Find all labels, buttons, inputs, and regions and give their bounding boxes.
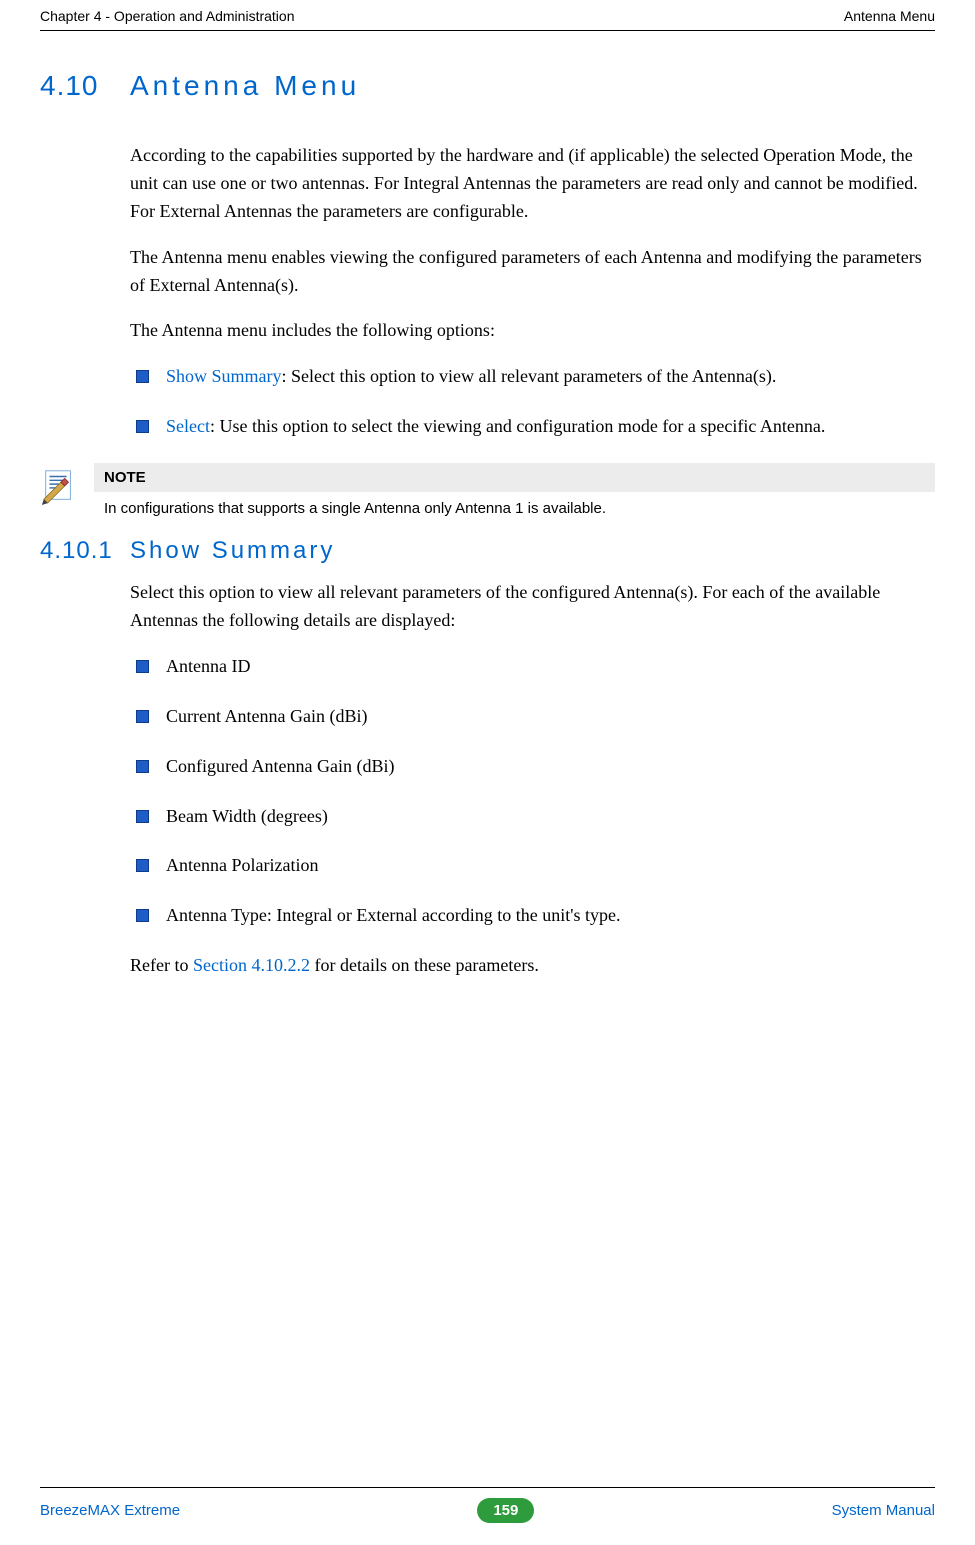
- list-item: Show Summary: Select this option to view…: [130, 363, 935, 391]
- refer-prefix: Refer to: [130, 955, 193, 975]
- footer-row: BreezeMAX Extreme 159 System Manual: [40, 1498, 935, 1523]
- footer-right: System Manual: [832, 1502, 935, 1519]
- refer-suffix: for details on these parameters.: [310, 955, 539, 975]
- section-title: Antenna Menu: [130, 70, 360, 102]
- option-rest: : Select this option to view all relevan…: [282, 366, 777, 386]
- list-item: Configured Antenna Gain (dBi): [130, 753, 935, 781]
- header-right: Antenna Menu: [844, 8, 935, 24]
- list-item: Antenna Type: Integral or External accor…: [130, 902, 935, 930]
- subsection-heading: 4.10.1 Show Summary: [40, 537, 935, 565]
- section-body: According to the capabilities supported …: [130, 142, 935, 441]
- footer-left: BreezeMAX Extreme: [40, 1502, 180, 1519]
- note-icon: [40, 467, 78, 505]
- paragraph: Refer to Section 4.10.2.2 for details on…: [130, 952, 935, 980]
- list-item: Select: Use this option to select the vi…: [130, 413, 935, 441]
- page-number-badge: 159: [477, 1498, 534, 1523]
- subsection-body: Select this option to view all relevant …: [130, 579, 935, 980]
- page-header: Chapter 4 - Operation and Administration…: [0, 8, 975, 24]
- details-list: Antenna ID Current Antenna Gain (dBi) Co…: [130, 653, 935, 930]
- section-number: 4.10: [40, 70, 130, 102]
- note-box: NOTE In configurations that supports a s…: [40, 463, 935, 523]
- list-item: Antenna ID: [130, 653, 935, 681]
- header-rule: [40, 30, 935, 31]
- options-list: Show Summary: Select this option to view…: [130, 363, 935, 441]
- footer-rule: [40, 1487, 935, 1488]
- subsection-number: 4.10.1: [40, 537, 130, 565]
- option-term: Show Summary: [166, 366, 282, 386]
- content: 4.10 Antenna Menu According to the capab…: [40, 70, 935, 998]
- list-item: Antenna Polarization: [130, 852, 935, 880]
- paragraph: The Antenna menu enables viewing the con…: [130, 244, 935, 300]
- subsection-title: Show Summary: [130, 537, 335, 565]
- page: Chapter 4 - Operation and Administration…: [0, 0, 975, 1545]
- section-link[interactable]: Section 4.10.2.2: [193, 955, 310, 975]
- option-term: Select: [166, 416, 210, 436]
- paragraph: According to the capabilities supported …: [130, 142, 935, 226]
- note-body: In configurations that supports a single…: [94, 492, 935, 523]
- section-heading: 4.10 Antenna Menu: [40, 70, 935, 102]
- option-rest: : Use this option to select the viewing …: [210, 416, 825, 436]
- paragraph: The Antenna menu includes the following …: [130, 317, 935, 345]
- list-item: Current Antenna Gain (dBi): [130, 703, 935, 731]
- paragraph: Select this option to view all relevant …: [130, 579, 935, 635]
- note-title: NOTE: [94, 463, 935, 492]
- list-item: Beam Width (degrees): [130, 803, 935, 831]
- page-footer: BreezeMAX Extreme 159 System Manual: [0, 1487, 975, 1523]
- note-content: NOTE In configurations that supports a s…: [94, 463, 935, 523]
- header-left: Chapter 4 - Operation and Administration: [40, 8, 294, 24]
